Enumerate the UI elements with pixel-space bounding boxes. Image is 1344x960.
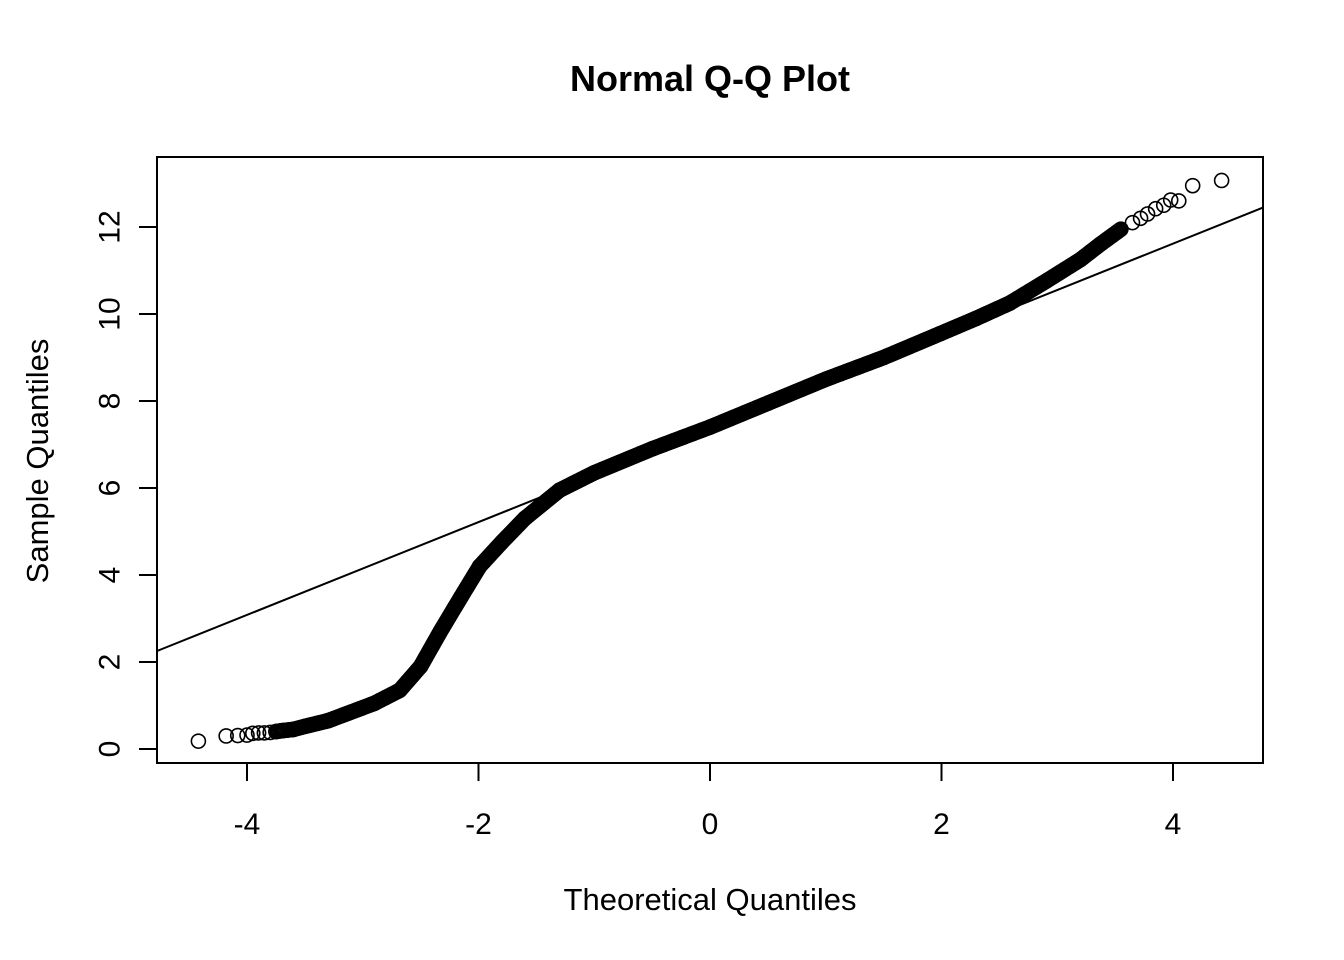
data-point bbox=[229, 727, 246, 744]
data-point bbox=[1124, 214, 1141, 231]
y-tick-label: 6 bbox=[94, 480, 127, 497]
data-point bbox=[239, 727, 255, 743]
y-tick-label: 12 bbox=[94, 210, 127, 243]
y-axis: 0 2 4 6 8 10 12 bbox=[94, 210, 158, 757]
y-tick-label: 2 bbox=[94, 654, 127, 671]
data-point bbox=[250, 725, 267, 741]
x-tick-label: 4 bbox=[1165, 808, 1182, 841]
data-point bbox=[1184, 177, 1201, 194]
data-point bbox=[244, 725, 261, 742]
data-point bbox=[1170, 193, 1187, 209]
data-point bbox=[1147, 200, 1164, 217]
y-tick-label: 10 bbox=[94, 297, 127, 330]
chart-title: Normal Q-Q Plot bbox=[569, 58, 851, 99]
data-point bbox=[1111, 222, 1128, 238]
x-axis-label: Theoretical Quantiles bbox=[563, 882, 857, 917]
data-points bbox=[190, 172, 1230, 749]
data-point bbox=[218, 728, 234, 744]
y-tick-label: 8 bbox=[94, 393, 127, 410]
data-point bbox=[1139, 206, 1156, 222]
reference-line bbox=[156, 206, 1264, 653]
x-tick-label: -2 bbox=[465, 808, 492, 841]
x-tick-label: 0 bbox=[702, 808, 719, 841]
data-point bbox=[190, 733, 207, 749]
x-tick-label: 2 bbox=[933, 808, 950, 841]
y-tick-label: 4 bbox=[94, 567, 127, 584]
data-point bbox=[1162, 192, 1179, 208]
x-tick-label: -4 bbox=[234, 808, 261, 841]
data-point bbox=[1213, 172, 1230, 189]
x-axis: -4 -2 0 2 4 bbox=[234, 762, 1182, 841]
y-tick-label: 0 bbox=[94, 741, 127, 758]
